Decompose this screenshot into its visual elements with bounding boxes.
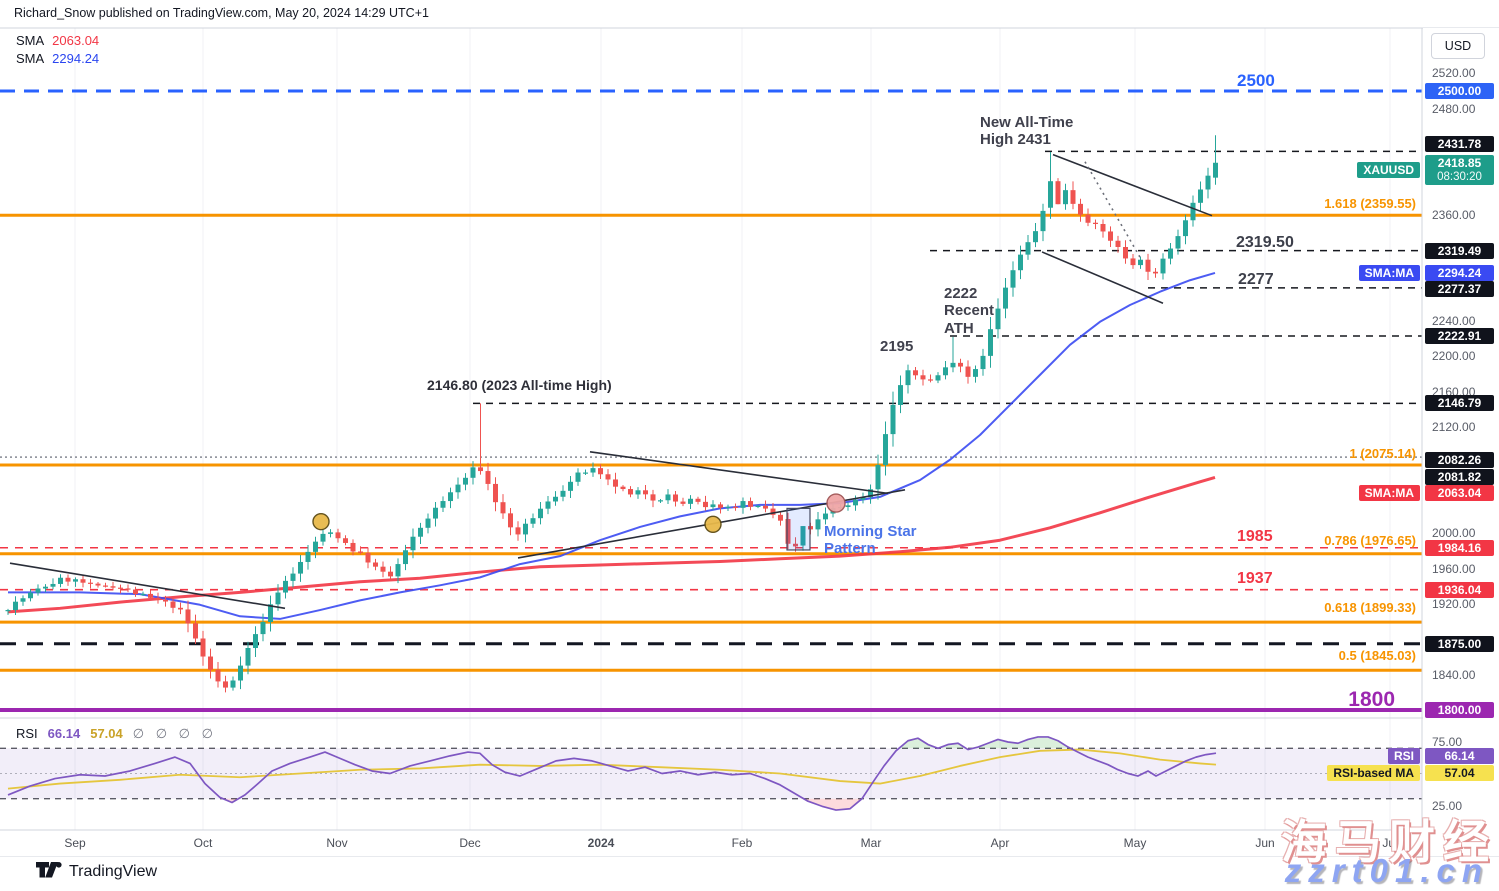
sma-slow-label: SMA [16,33,45,48]
rsi-ma-value: 57.04 [90,726,123,741]
pattern-marker-circle [312,512,330,531]
morning-star-box [786,507,811,551]
price-tick-label: 75.00 [1432,735,1463,749]
trendline [589,451,889,495]
series-label-chip: SMA:MA [1358,485,1420,501]
series-label-chip: RSI-based MA [1327,765,1420,781]
sma-slow-line [7,475,1216,614]
sma-legend-row-fast[interactable]: SMA 2294.24 [16,51,99,66]
published-caption: Richard_Snow published on TradingView.co… [14,6,429,20]
annotation-1937: 1937 [1237,570,1273,587]
series-label-chip: XAUUSD [1357,162,1420,178]
pattern-marker-circle [704,515,722,534]
series-label-chip: RSI [1387,748,1420,764]
sma-fast-line [8,271,1216,620]
time-axis-label: Apr [990,836,1010,850]
price-axis-badge: 2319.49 [1425,243,1494,259]
rsi-legend[interactable]: RSI 66.14 57.04 ∅ ∅ ∅ ∅ [16,726,217,742]
time-axis-label: Feb [731,836,753,850]
price-tick-label: 25.00 [1432,799,1463,813]
annotation-2023-ath: 2146.80 (2023 All-time High) [427,377,612,393]
sma-slow-value: 2063.04 [52,33,100,48]
price-tick-label: 2240.00 [1432,314,1476,328]
annotation-target-2500: 2500 [1237,71,1275,90]
price-axis-badge: 2081.82 [1425,469,1494,485]
rsi-value: 66.14 [47,726,81,741]
price-tick-label: 2480.00 [1432,102,1476,116]
price-tick-label: 2120.00 [1432,420,1476,434]
annotation-fib-0786: 0.786 (1976.65) [1324,533,1416,548]
tradingview-logo[interactable]: TradingView [36,862,157,882]
price-axis-badge: 2277.37 [1425,281,1494,297]
candles-layer [5,135,1218,693]
time-axis-label: May [1123,836,1147,850]
sma-fast-label: SMA [16,51,45,66]
price-tick-label: 1840.00 [1432,668,1476,682]
trendline [9,562,286,610]
annotation-2319-50: 2319.50 [1236,234,1294,251]
pattern-marker-circle [826,493,846,513]
annotation-fib-0618: 0.618 (1899.33) [1324,600,1416,615]
price-tick-label: 2360.00 [1432,208,1476,222]
annotation-2277: 2277 [1238,271,1274,288]
annotation-fib-1618: 1.618 (2359.55) [1324,196,1416,211]
rsi-line [7,736,1217,811]
price-tick-label: 1920.00 [1432,597,1476,611]
price-tick-label: 2200.00 [1432,349,1476,363]
annotation-fib-05: 0.5 (1845.03) [1338,648,1416,663]
trendline [1041,251,1164,304]
trendline [1052,153,1213,217]
annotation-morning-star: Morning Star Pattern [824,523,917,558]
price-tick-label: 2520.00 [1432,66,1476,80]
price-tick-label: 2000.00 [1432,526,1476,540]
rsi-empty-values: ∅ ∅ ∅ ∅ [132,726,217,741]
time-axis-label: Dec [459,836,481,850]
price-axis-badge: 2082.26 [1425,452,1494,468]
price-axis-badge: 2500.00 [1425,83,1494,99]
price-axis-badge: 1875.00 [1425,636,1494,652]
watermark-chinese: 海马财经 [1281,816,1497,868]
rsi-label: RSI [16,726,38,741]
price-axis-badge: 2146.79 [1425,395,1494,411]
price-axis-badge: 66.14 [1425,748,1494,764]
watermark-url: zzrt01.cn [1284,852,1489,889]
price-axis-badge: 1800.00 [1425,702,1494,718]
price-axis[interactable]: USD 2520.00 2480.00 2360.00 2240.00 2200.00 2… [1423,28,1499,856]
price-axis-badge: 1984.16 [1425,540,1494,556]
annotation-1800: 1800 [1348,688,1395,711]
time-axis-label: 2024 [587,836,615,850]
time-axis-label: Mar [860,836,882,850]
price-tick-label: 1960.00 [1432,562,1476,576]
sma-fast-value: 2294.24 [52,51,100,66]
trendline [1084,161,1141,258]
rsi-threshold-fill [804,798,862,811]
price-axis-badge: 2418.85 08:30:20 [1425,155,1494,185]
tradingview-logo-icon [36,862,62,878]
annotation-1985: 1985 [1237,528,1273,545]
time-axis-label: Jun [1255,836,1275,850]
price-axis-badge: 2063.04 [1425,485,1494,501]
annotation-2222-recent-ath: 2222 Recent ATH [944,285,995,337]
annotation-2195: 2195 [880,338,914,355]
price-axis-badge: 1936.04 [1425,582,1494,598]
time-axis-label: Jul [1382,836,1398,850]
currency-button[interactable]: USD [1431,33,1485,59]
annotation-fib-1: 1 (2075.14) [1349,446,1417,461]
price-axis-badge: 57.04 [1425,765,1494,781]
sma-legend[interactable]: SMA 2063.04 SMA 2294.24 [16,33,99,69]
price-axis-badge: 2222.91 [1425,328,1494,344]
time-axis-label: Sep [64,836,86,850]
price-axis-badge: 2431.78 [1425,136,1494,152]
sma-legend-row-slow[interactable]: SMA 2063.04 [16,33,99,48]
rsi-ma-line [7,748,1217,790]
annotation-new-ath: New All-Time High 2431 [980,114,1074,149]
series-label-chip: SMA:MA [1358,265,1420,281]
time-axis[interactable]: Sep Oct Nov Dec 2024 Feb Mar Apr May Jun Jul [0,831,1422,856]
time-axis-label: Oct [193,836,213,850]
tradingview-logo-text: TradingView [69,863,158,880]
time-axis-label: Nov [326,836,348,850]
price-axis-badge: 2294.24 [1425,265,1494,281]
